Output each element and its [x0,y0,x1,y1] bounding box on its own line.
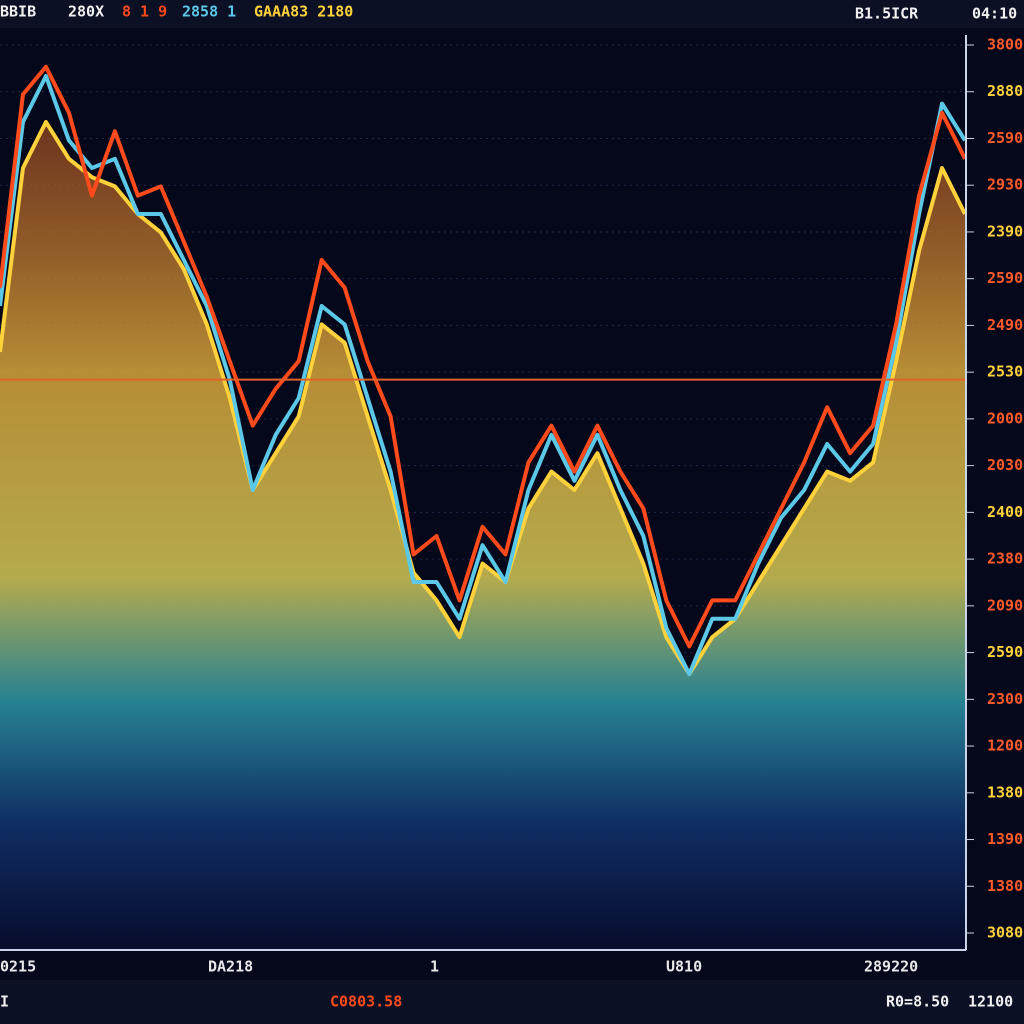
x-label: DA218 [208,958,253,976]
axis-label: 2000 [987,409,1023,427]
x-label: 289220 [864,958,918,976]
axis-label: 2380 [987,550,1023,568]
footer-bar [0,980,1024,1024]
footer-item: R0=8.50 [886,993,949,1011]
labels: 3800 2880 2590 2930 2390 2590 2490 2530 2000 2030… [0,3,1023,1011]
header-item: 280X [68,3,104,21]
header-item: 2858 1 [182,3,236,21]
header-bar [0,0,1024,28]
plot [0,44,967,950]
footer-item: 12100 [968,993,1013,1011]
axis-label: 2300 [987,690,1023,708]
x-label: U810 [666,958,702,976]
header-item: 8 1 9 [122,3,167,21]
axis-label: 2390 [987,222,1023,240]
axis-label: 2590 [987,643,1023,661]
axis-label: 2400 [987,503,1023,521]
axis-label: 1200 [987,737,1023,755]
x-label: 0215 [0,958,36,976]
axis-label: 1380 [987,877,1023,895]
axis-label: 3080 [987,924,1023,942]
footer-item: I [0,993,9,1011]
header-item: GAAA83 2180 [254,3,353,21]
axis-label: 2930 [987,176,1023,194]
header-item: BBIB [0,3,36,21]
axis-label: 1390 [987,830,1023,848]
axis-label: 2090 [987,596,1023,614]
header-item: B1.5ICR [855,5,919,23]
price-line [0,74,967,676]
axis-label: 2530 [987,363,1023,381]
axis-label: 2880 [987,82,1023,100]
axis-label: 2590 [987,129,1023,147]
price-line [0,64,967,649]
axis-label: 1380 [987,783,1023,801]
area [0,122,965,950]
header-item: 04:10 [972,5,1017,23]
axis-label: 2590 [987,269,1023,287]
axis-label: 2030 [987,456,1023,474]
footer-item: C0803.58 [330,993,402,1011]
axis-label: 2490 [987,316,1023,334]
axis-label: 3800 [987,36,1023,54]
x-label: 1 [430,958,439,976]
price-line [0,120,967,676]
